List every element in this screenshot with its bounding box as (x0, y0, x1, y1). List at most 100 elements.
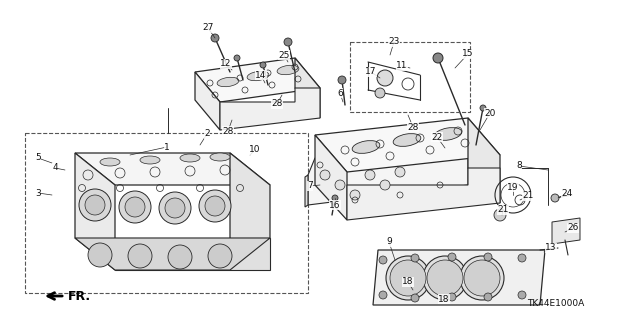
Polygon shape (552, 218, 580, 244)
Circle shape (332, 195, 338, 201)
Text: 12: 12 (220, 60, 232, 69)
Text: 15: 15 (462, 49, 474, 58)
Circle shape (128, 244, 152, 268)
Polygon shape (75, 153, 270, 185)
Text: 24: 24 (561, 189, 573, 197)
Circle shape (205, 196, 225, 216)
Circle shape (365, 170, 375, 180)
Polygon shape (295, 58, 320, 118)
Circle shape (390, 260, 426, 296)
Bar (350, 42, 470, 112)
Text: 9: 9 (386, 238, 392, 247)
Circle shape (211, 34, 219, 42)
Ellipse shape (434, 128, 462, 140)
Text: 19: 19 (508, 182, 519, 191)
Circle shape (484, 293, 492, 301)
Polygon shape (195, 58, 320, 102)
Text: 13: 13 (545, 243, 557, 253)
Text: 14: 14 (255, 70, 267, 79)
Circle shape (199, 190, 231, 222)
Text: 20: 20 (484, 108, 496, 117)
Text: FR.: FR. (68, 291, 91, 303)
Ellipse shape (217, 77, 239, 87)
Circle shape (379, 256, 387, 264)
Polygon shape (373, 250, 545, 305)
Polygon shape (220, 88, 320, 130)
Text: 11: 11 (396, 62, 408, 70)
Text: 2: 2 (204, 130, 210, 138)
Circle shape (168, 245, 192, 269)
Circle shape (375, 88, 385, 98)
Circle shape (460, 256, 504, 300)
Text: 1: 1 (164, 143, 170, 152)
Circle shape (350, 190, 360, 200)
Text: 3: 3 (35, 189, 41, 197)
Bar (25, 133, 308, 293)
Circle shape (165, 198, 185, 218)
Circle shape (320, 170, 330, 180)
Circle shape (551, 194, 559, 202)
Circle shape (208, 244, 232, 268)
Ellipse shape (180, 154, 200, 162)
Text: 7: 7 (307, 182, 313, 190)
Text: 10: 10 (249, 145, 260, 154)
Circle shape (88, 243, 112, 267)
Circle shape (448, 293, 456, 301)
FancyArrowPatch shape (48, 293, 62, 299)
Ellipse shape (140, 156, 160, 164)
Text: 27: 27 (202, 24, 214, 33)
Circle shape (433, 53, 443, 63)
Circle shape (395, 167, 405, 177)
Circle shape (494, 209, 506, 221)
Polygon shape (75, 153, 115, 270)
Text: 26: 26 (567, 224, 579, 233)
Text: 8: 8 (516, 161, 522, 170)
Ellipse shape (277, 65, 299, 75)
Polygon shape (468, 118, 500, 203)
Circle shape (480, 105, 486, 111)
Circle shape (448, 253, 456, 261)
Circle shape (119, 191, 151, 223)
Polygon shape (315, 118, 500, 172)
Polygon shape (115, 238, 270, 270)
Text: 4: 4 (52, 164, 58, 173)
Circle shape (427, 260, 463, 296)
Text: 18: 18 (438, 294, 450, 303)
Polygon shape (230, 153, 270, 270)
Polygon shape (305, 175, 308, 207)
Circle shape (423, 256, 467, 300)
Ellipse shape (247, 71, 269, 81)
Circle shape (411, 254, 419, 262)
Text: 5: 5 (35, 153, 41, 162)
Text: 21: 21 (522, 191, 534, 201)
Text: TK44E1000A: TK44E1000A (527, 299, 584, 308)
Circle shape (234, 55, 240, 61)
Circle shape (386, 256, 430, 300)
Ellipse shape (100, 158, 120, 166)
Circle shape (379, 291, 387, 299)
Circle shape (338, 76, 346, 84)
Text: 6: 6 (337, 88, 343, 98)
Circle shape (159, 192, 191, 224)
Circle shape (335, 180, 345, 190)
Circle shape (260, 62, 266, 68)
Text: 22: 22 (431, 132, 443, 142)
Ellipse shape (210, 153, 230, 161)
Ellipse shape (393, 134, 421, 146)
Text: 28: 28 (222, 127, 234, 136)
Polygon shape (308, 138, 468, 205)
Circle shape (377, 70, 393, 86)
Text: 17: 17 (365, 68, 377, 77)
Circle shape (284, 38, 292, 46)
Polygon shape (347, 168, 500, 220)
Text: 21: 21 (497, 205, 509, 214)
Text: 16: 16 (329, 201, 340, 210)
Circle shape (464, 260, 500, 296)
Polygon shape (75, 238, 270, 270)
Circle shape (85, 195, 105, 215)
Ellipse shape (352, 141, 380, 153)
Text: 28: 28 (271, 100, 283, 108)
Circle shape (484, 253, 492, 261)
Text: 25: 25 (278, 50, 290, 60)
Circle shape (79, 189, 111, 221)
